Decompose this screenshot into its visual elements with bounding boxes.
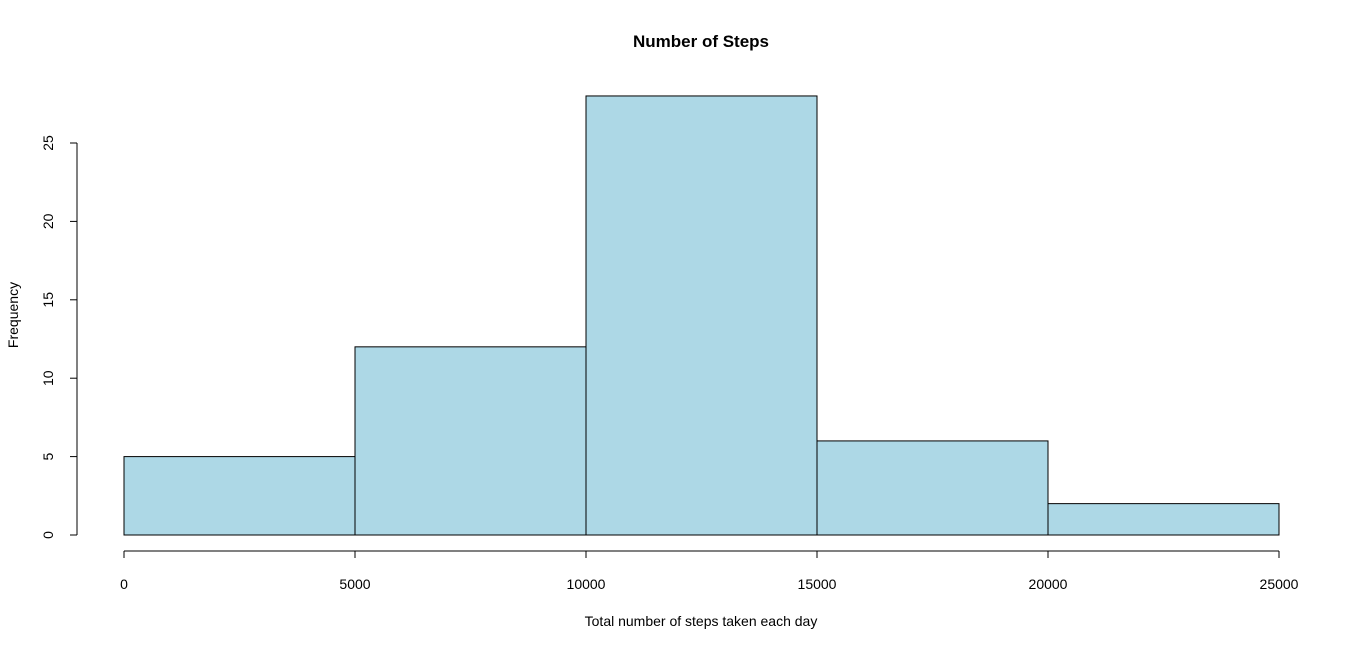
histogram-bar-1 [354,346,587,536]
x-axis: 0 5000 10000 15000 20000 25000 [120,550,1299,592]
y-tick-label: 10 [40,370,56,386]
y-tick-label: 25 [40,135,56,151]
y-tick-label: 15 [40,292,56,308]
x-tick-label: 10000 [567,576,606,592]
x-axis-label: Total number of steps taken each day [585,613,818,629]
y-tick-label: 20 [40,213,56,229]
chart-title: Number of Steps [633,32,769,51]
x-tick-label: 0 [120,576,128,592]
x-tick-label: 15000 [798,576,837,592]
y-axis: 0 5 10 15 20 25 [40,135,78,539]
x-tick-label: 5000 [339,576,370,592]
histogram-bar-0 [123,456,356,536]
x-tick-label: 20000 [1029,576,1068,592]
histogram-bar-4 [1047,503,1280,536]
bars-group [123,95,1280,536]
y-axis-label: Frequency [5,282,21,348]
y-tick-label: 5 [40,452,56,460]
y-tick-label: 0 [40,531,56,539]
histogram-bar-3 [816,440,1049,536]
x-tick-label: 25000 [1260,576,1299,592]
histogram-bar-2 [585,95,818,536]
